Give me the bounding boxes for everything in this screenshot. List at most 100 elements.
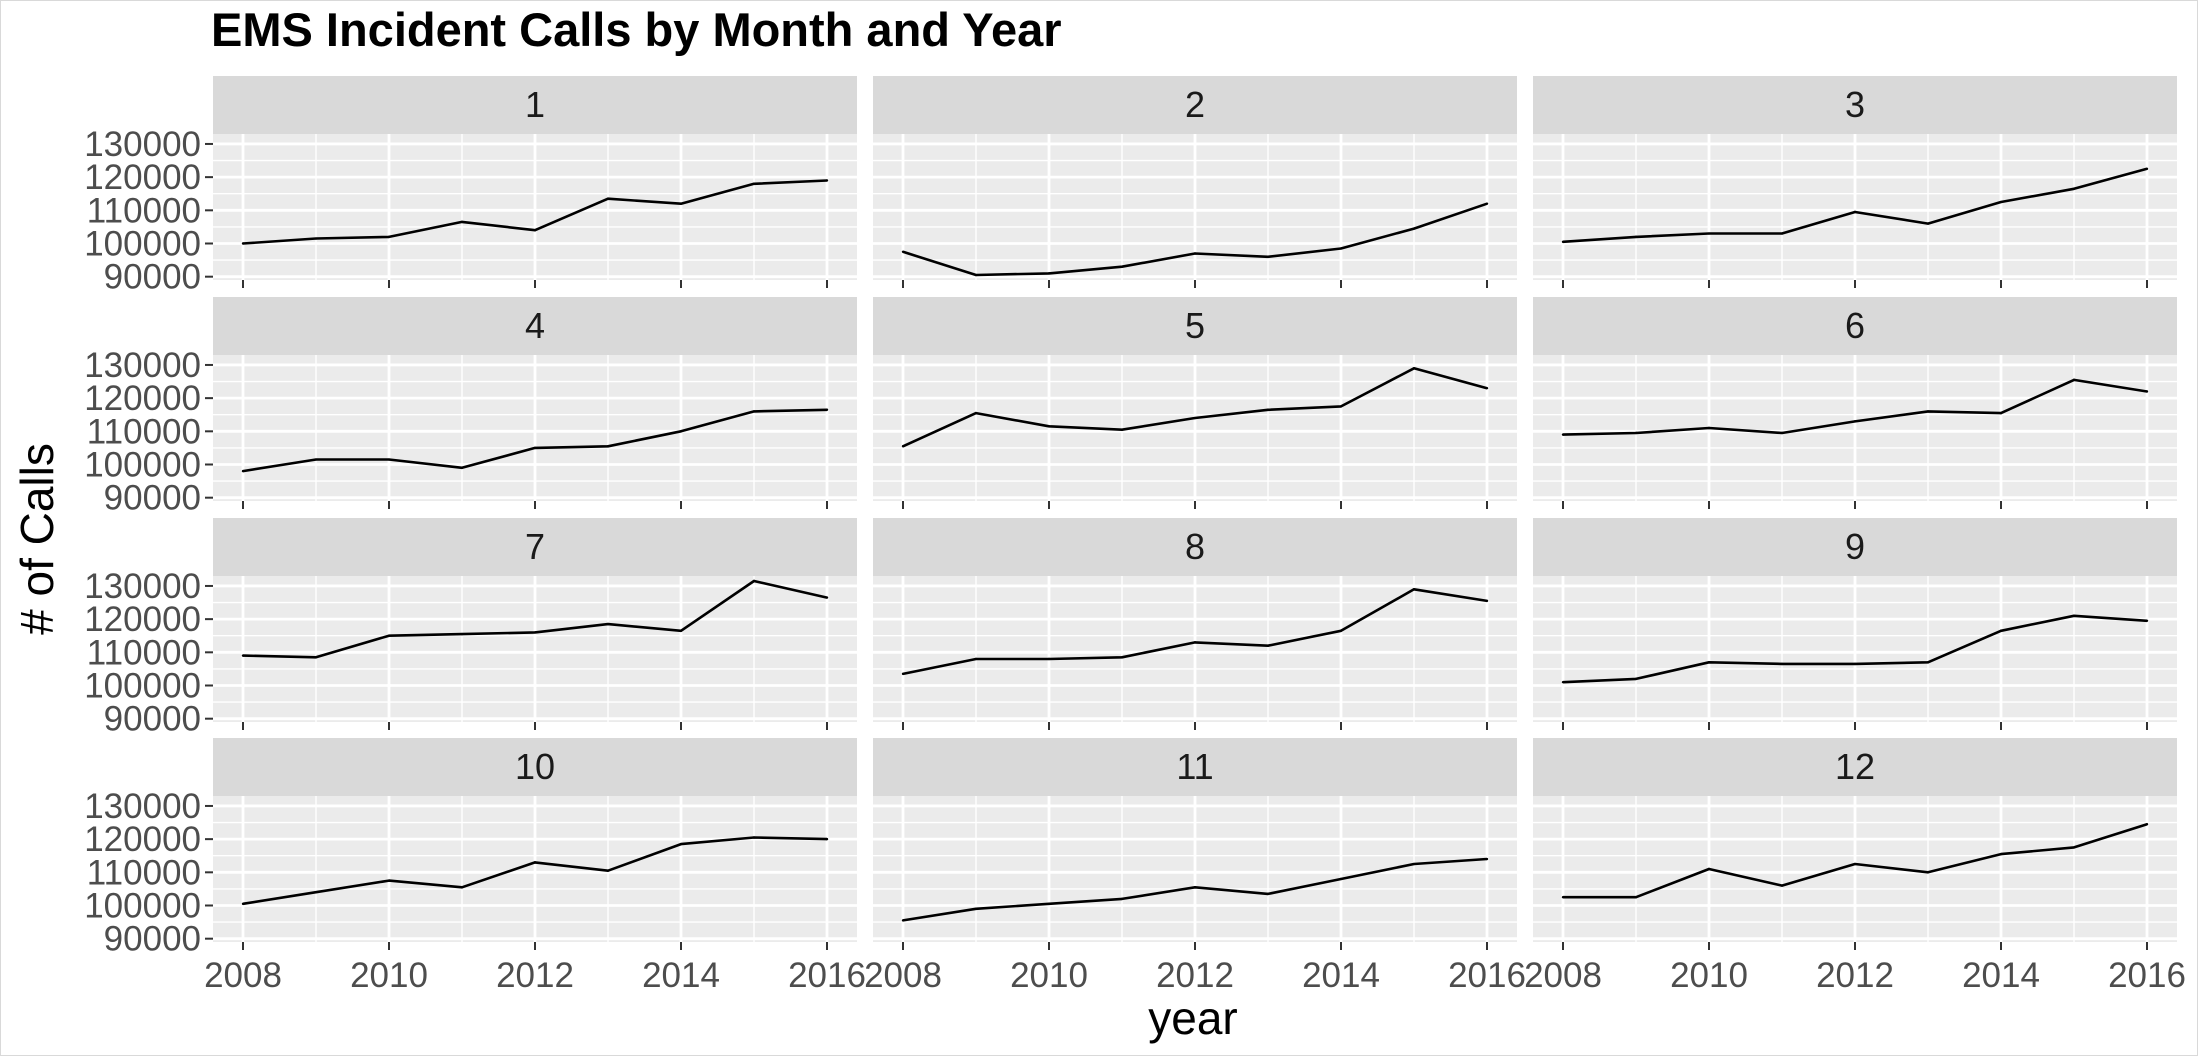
data-point xyxy=(387,458,391,461)
data-point xyxy=(606,197,610,200)
strip-label: 2 xyxy=(1185,84,1205,125)
data-point xyxy=(1047,425,1051,428)
data-point xyxy=(679,842,683,846)
y-tick-label: 110000 xyxy=(87,853,201,892)
data-point xyxy=(2072,614,2076,618)
data-point xyxy=(1780,884,1784,887)
strip-label: 4 xyxy=(525,305,545,346)
strip-label: 11 xyxy=(1176,746,1213,787)
strip-label: 9 xyxy=(1845,526,1865,567)
data-point xyxy=(1634,896,1638,899)
data-point xyxy=(1485,857,1489,861)
y-tick-label: 120000 xyxy=(84,379,201,418)
data-point xyxy=(679,629,683,632)
data-point xyxy=(606,622,610,626)
chart-title: EMS Incident Calls by Month and Year xyxy=(211,3,1062,56)
data-point xyxy=(1412,227,1416,230)
x-tick-label: 2008 xyxy=(204,956,282,995)
data-point xyxy=(974,411,978,415)
data-point xyxy=(752,182,756,185)
y-tick-label: 90000 xyxy=(104,479,201,518)
facet-panel-3: 3 xyxy=(1533,76,2177,288)
data-point xyxy=(1339,247,1343,250)
data-point xyxy=(387,235,391,239)
strip-background xyxy=(1533,76,2177,134)
strip-background xyxy=(873,297,1517,355)
data-point xyxy=(533,229,537,232)
data-point xyxy=(1926,871,1930,874)
y-tick-label: 120000 xyxy=(84,158,201,197)
y-tick-label: 110000 xyxy=(87,191,201,230)
facet-panel-11: 11 2008 2010 2012 2014 2016 xyxy=(864,738,1526,995)
y-tick-label: 90000 xyxy=(104,700,201,739)
data-point xyxy=(1412,862,1416,866)
x-tick-label: 2016 xyxy=(2108,956,2186,995)
data-point xyxy=(1780,662,1784,666)
data-point xyxy=(1780,431,1784,435)
data-point xyxy=(1266,255,1270,258)
facet-panel-9: 9 xyxy=(1533,518,2177,730)
y-tick-label: 90000 xyxy=(104,920,201,959)
data-point xyxy=(1193,416,1197,420)
data-point xyxy=(2145,823,2149,826)
data-point xyxy=(1634,431,1638,435)
data-point xyxy=(1412,367,1416,370)
data-point xyxy=(1047,902,1051,906)
data-point xyxy=(1193,641,1197,644)
data-point xyxy=(1999,629,2003,632)
data-point xyxy=(1120,897,1124,901)
data-point xyxy=(241,654,245,657)
strip-background xyxy=(213,297,857,355)
data-point xyxy=(533,861,537,864)
strip-label: 7 xyxy=(525,526,545,567)
data-point xyxy=(825,408,829,411)
data-point xyxy=(1853,420,1857,423)
data-point xyxy=(1561,896,1565,899)
y-tick-label: 130000 xyxy=(84,346,201,385)
x-tick-label: 2010 xyxy=(1670,956,1748,995)
data-point xyxy=(2145,390,2149,393)
data-point xyxy=(1707,232,1711,235)
data-point xyxy=(1485,202,1489,205)
data-point xyxy=(1047,272,1051,275)
x-tick-label: 2012 xyxy=(496,956,574,995)
x-tick-label: 2012 xyxy=(1816,956,1894,995)
data-point xyxy=(1780,232,1784,235)
facet-panel-5: 5 xyxy=(873,297,1517,509)
y-tick-label: 120000 xyxy=(84,600,201,639)
data-point xyxy=(974,273,978,277)
strip-background xyxy=(873,518,1517,576)
data-point xyxy=(1634,235,1638,239)
strip-label: 5 xyxy=(1185,305,1205,346)
data-point xyxy=(533,631,537,634)
data-point xyxy=(314,656,318,659)
y-tick-label: 100000 xyxy=(84,887,201,926)
data-point xyxy=(901,445,905,448)
facet-panel-12: 12 2008 2010 2012 2014 2016 xyxy=(1524,738,2186,995)
data-point xyxy=(1339,405,1343,408)
strip-label: 10 xyxy=(515,746,555,787)
x-tick-label: 2008 xyxy=(864,956,942,995)
data-point xyxy=(1485,599,1489,603)
data-point xyxy=(1339,877,1343,881)
y-axis-title: # of Calls xyxy=(11,443,63,635)
data-point xyxy=(825,179,829,182)
facet-panel-8: 8 xyxy=(873,518,1517,730)
data-point xyxy=(241,902,245,906)
data-point xyxy=(1266,892,1270,896)
data-point xyxy=(314,458,318,461)
data-point xyxy=(1926,410,1930,413)
data-point xyxy=(1485,386,1489,390)
data-point xyxy=(1120,265,1124,268)
data-point xyxy=(1193,252,1197,255)
data-point xyxy=(606,445,610,448)
x-tick-label: 2014 xyxy=(1962,956,2040,995)
data-point xyxy=(1120,656,1124,659)
data-point xyxy=(1853,662,1857,666)
y-tick-label: 110000 xyxy=(87,412,201,451)
